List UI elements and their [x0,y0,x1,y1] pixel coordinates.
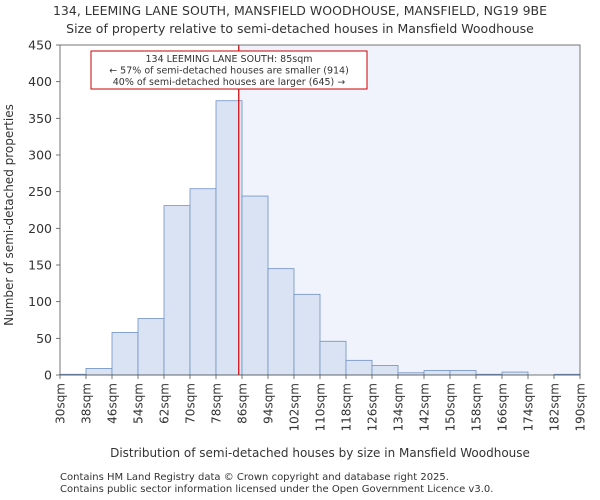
histogram-bar [111,332,139,376]
y-tick-label: 150 [28,258,52,273]
histogram-bar [449,370,477,376]
histogram-bar [345,359,373,376]
y-tick-label: 450 [28,38,52,53]
x-tick-label: 134sqm [392,383,406,431]
histogram-bar [163,205,191,376]
x-axis: 30sqm 38sqm 46sqm 54sqm 62sqm 70sqm 78sqm 86sqm… [54,375,588,431]
histogram-bar [215,100,243,376]
footer-licence: Contains public sector information licen… [60,484,494,495]
x-tick-label: 78sqm [210,383,224,424]
x-tick-label: 86sqm [236,383,250,424]
y-tick-label: 250 [28,184,52,199]
x-tick-label: 94sqm [262,383,276,424]
annotation-line3: 40% of semi-detached houses are larger (… [113,77,346,88]
y-axis-label: Number of semi-detached properties [2,104,16,326]
x-axis-label: Distribution of semi-detached houses by … [110,446,530,460]
y-tick-label: 100 [28,294,52,309]
x-tick-label: 166sqm [496,383,510,431]
histogram-bar [319,340,347,376]
x-tick-label: 158sqm [470,383,484,431]
x-tick-label: 54sqm [132,383,146,424]
x-tick-label: 62sqm [158,383,172,424]
histogram-bar [241,195,269,376]
histogram-bar [85,367,113,376]
annotation-box: 134 LEEMING LANE SOUTH: 85sqm ← 57% of s… [90,50,368,90]
annotation-frame [90,50,368,90]
x-tick-label: 190sqm [574,383,588,431]
annotation-line1: 134 LEEMING LANE SOUTH: 85sqm [145,54,312,65]
x-tick-label: 118sqm [340,383,354,431]
x-tick-label: 174sqm [522,383,536,431]
y-tick-label: 0 [44,368,52,383]
x-tick-label: 126sqm [366,383,380,431]
histogram-bar [501,371,529,376]
y-tick-label: 350 [28,111,52,126]
y-tick-label: 200 [28,221,52,236]
bars-group [59,100,581,376]
histogram-bar [267,268,295,376]
y-tick-label: 50 [36,331,52,346]
histogram-bar [371,365,399,376]
chart-title-line2: Size of property relative to semi-detach… [66,21,534,36]
chart-title-line1: 134, LEEMING LANE SOUTH, MANSFIELD WOODH… [52,3,548,18]
histogram-bar [293,293,321,376]
y-tick-label: 400 [28,74,52,89]
histogram-bar [137,318,165,376]
x-tick-label: 30sqm [54,383,68,424]
x-tick-label: 38sqm [80,383,94,424]
x-tick-label: 102sqm [288,383,302,431]
footer-copyright: Contains HM Land Registry data © Crown c… [60,472,449,483]
x-tick-label: 70sqm [184,383,198,424]
x-tick-label: 182sqm [548,383,562,431]
histogram-bar [423,370,451,376]
x-tick-label: 46sqm [106,383,120,424]
annotation-line2: ← 57% of semi-detached houses are smalle… [109,66,349,77]
x-tick-label: 142sqm [418,383,432,431]
x-tick-label: 150sqm [444,383,458,431]
y-axis: 0 50 100 150 200 250 300 350 400 450 [28,38,60,383]
x-tick-label: 110sqm [314,383,328,431]
y-tick-label: 300 [28,148,52,163]
histogram-bar [189,188,217,376]
